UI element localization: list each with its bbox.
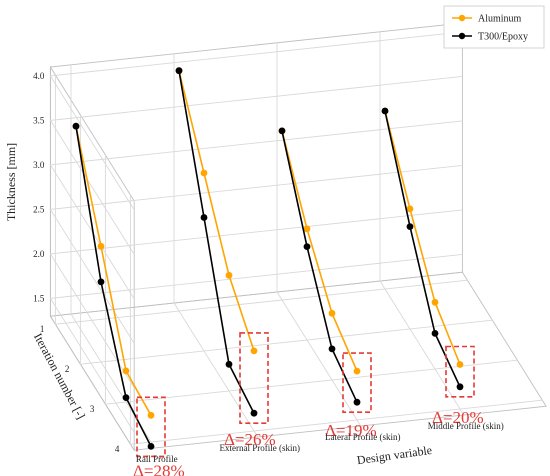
data-point-t300-epoxy [147, 443, 155, 450]
y-gridline [129, 195, 543, 445]
delta-label: Δ=26% [224, 430, 276, 449]
data-point-aluminum [456, 361, 464, 368]
data-point-t300-epoxy [381, 107, 389, 115]
data-point-t300-epoxy [406, 223, 414, 231]
iteration-tick-label: 2 [65, 364, 70, 374]
design-variable-tick-label: Lateral Profile (skin) [325, 432, 400, 442]
y-gridline [104, 155, 518, 405]
series-line-t300-epoxy [281, 130, 358, 403]
design-variable-tick-label: Middle Profile (skin) [428, 421, 504, 431]
delta-box [445, 345, 475, 398]
delta-box [342, 352, 372, 414]
z-tick-label: 4.0 [33, 71, 45, 81]
x-gridline [379, 31, 465, 416]
delta-label: Δ=19% [325, 421, 377, 440]
data-point-aluminum [147, 411, 155, 419]
design-variable-tick-label: Rail Profile [136, 454, 178, 464]
data-point-t300-epoxy [456, 383, 464, 391]
legend-box [443, 5, 545, 49]
data-point-aluminum [122, 367, 130, 375]
iteration-tick-label: 4 [115, 444, 120, 454]
x-axis-title: Design variable [356, 443, 433, 467]
data-point-aluminum [250, 347, 258, 355]
y-gridline [79, 115, 493, 365]
series-line-t300-epoxy [178, 70, 255, 414]
legend-t300-label: T300/Epoxy [478, 32, 528, 43]
data-point-t300-epoxy [431, 330, 439, 337]
data-point-t300-epoxy [200, 214, 208, 221]
data-point-t300-epoxy [353, 398, 361, 406]
series-line-aluminum [384, 110, 461, 365]
delta-box [239, 332, 269, 424]
series-aluminum [72, 67, 464, 419]
z-tick-label: 2.5 [33, 204, 45, 214]
data-point-aluminum [406, 205, 414, 213]
data-point-aluminum [97, 242, 105, 250]
data-point-aluminum [225, 271, 233, 279]
z-gridline [49, 31, 463, 211]
floor-pane [49, 271, 547, 451]
series-line-t300-epoxy [384, 110, 461, 388]
annotations-layer: Δ=28% Δ=26% Δ=19% Δ=20% [133, 332, 484, 476]
series-line-aluminum [75, 126, 152, 416]
data-point-t300-epoxy [328, 345, 336, 353]
grid-lines [49, 31, 543, 449]
data-point-t300-epoxy [175, 67, 183, 75]
data-point-aluminum [200, 169, 208, 177]
delta-label: Δ=28% [133, 461, 185, 476]
z-tick-label: 3.0 [33, 160, 45, 170]
delta-box [136, 396, 166, 458]
z-tick-label: 3.5 [33, 115, 45, 125]
z-gridline [49, 120, 463, 300]
z-axis-title: Thickness [mm] [4, 143, 18, 221]
z-gridline [49, 164, 463, 344]
series-line-aluminum [281, 130, 358, 372]
z-tick-label: 1.5 [33, 293, 45, 303]
data-point-aluminum [353, 367, 361, 375]
y-gridline [54, 75, 468, 325]
data-point-t300-epoxy [97, 278, 105, 286]
design-variable-tick-label: External Profile (skin) [220, 443, 300, 453]
x-gridline [276, 42, 362, 427]
series-line-t300-epoxy [75, 126, 152, 447]
legend-aluminum-marker [458, 14, 466, 22]
series-layer [72, 67, 464, 450]
delta-label: Δ=20% [432, 408, 484, 427]
data-point-t300-epoxy [225, 360, 233, 368]
z-gridline [49, 209, 463, 389]
data-point-t300-epoxy [250, 409, 258, 417]
iteration-tick-label: 1 [40, 324, 45, 334]
axis-panes [49, 22, 547, 452]
data-point-t300-epoxy [122, 394, 130, 401]
data-point-aluminum [328, 309, 336, 317]
z-tick-label: 2.0 [33, 249, 45, 259]
legend-aluminum-label: Aluminum [478, 14, 522, 25]
iteration-tick-label: 3 [90, 404, 95, 414]
x-gridline [70, 64, 156, 449]
series-t300-epoxy [72, 67, 464, 450]
data-point-t300-epoxy [278, 127, 286, 135]
data-point-t300-epoxy [303, 243, 311, 251]
legend-t300-marker [458, 32, 466, 40]
z-gridline [49, 253, 463, 433]
x-gridline [173, 53, 259, 438]
data-point-t300-epoxy [72, 122, 80, 130]
data-point-aluminum [303, 225, 311, 233]
z-gridline [49, 75, 463, 255]
data-point-aluminum [431, 298, 439, 306]
series-line-aluminum [178, 70, 255, 352]
legend: Aluminum T300/Epoxy [443, 5, 545, 49]
tick-labels: 1.5 2.0 2.5 3.0 3.5 4.0 1 2 3 4 Rail Profile Extern… [33, 71, 504, 464]
